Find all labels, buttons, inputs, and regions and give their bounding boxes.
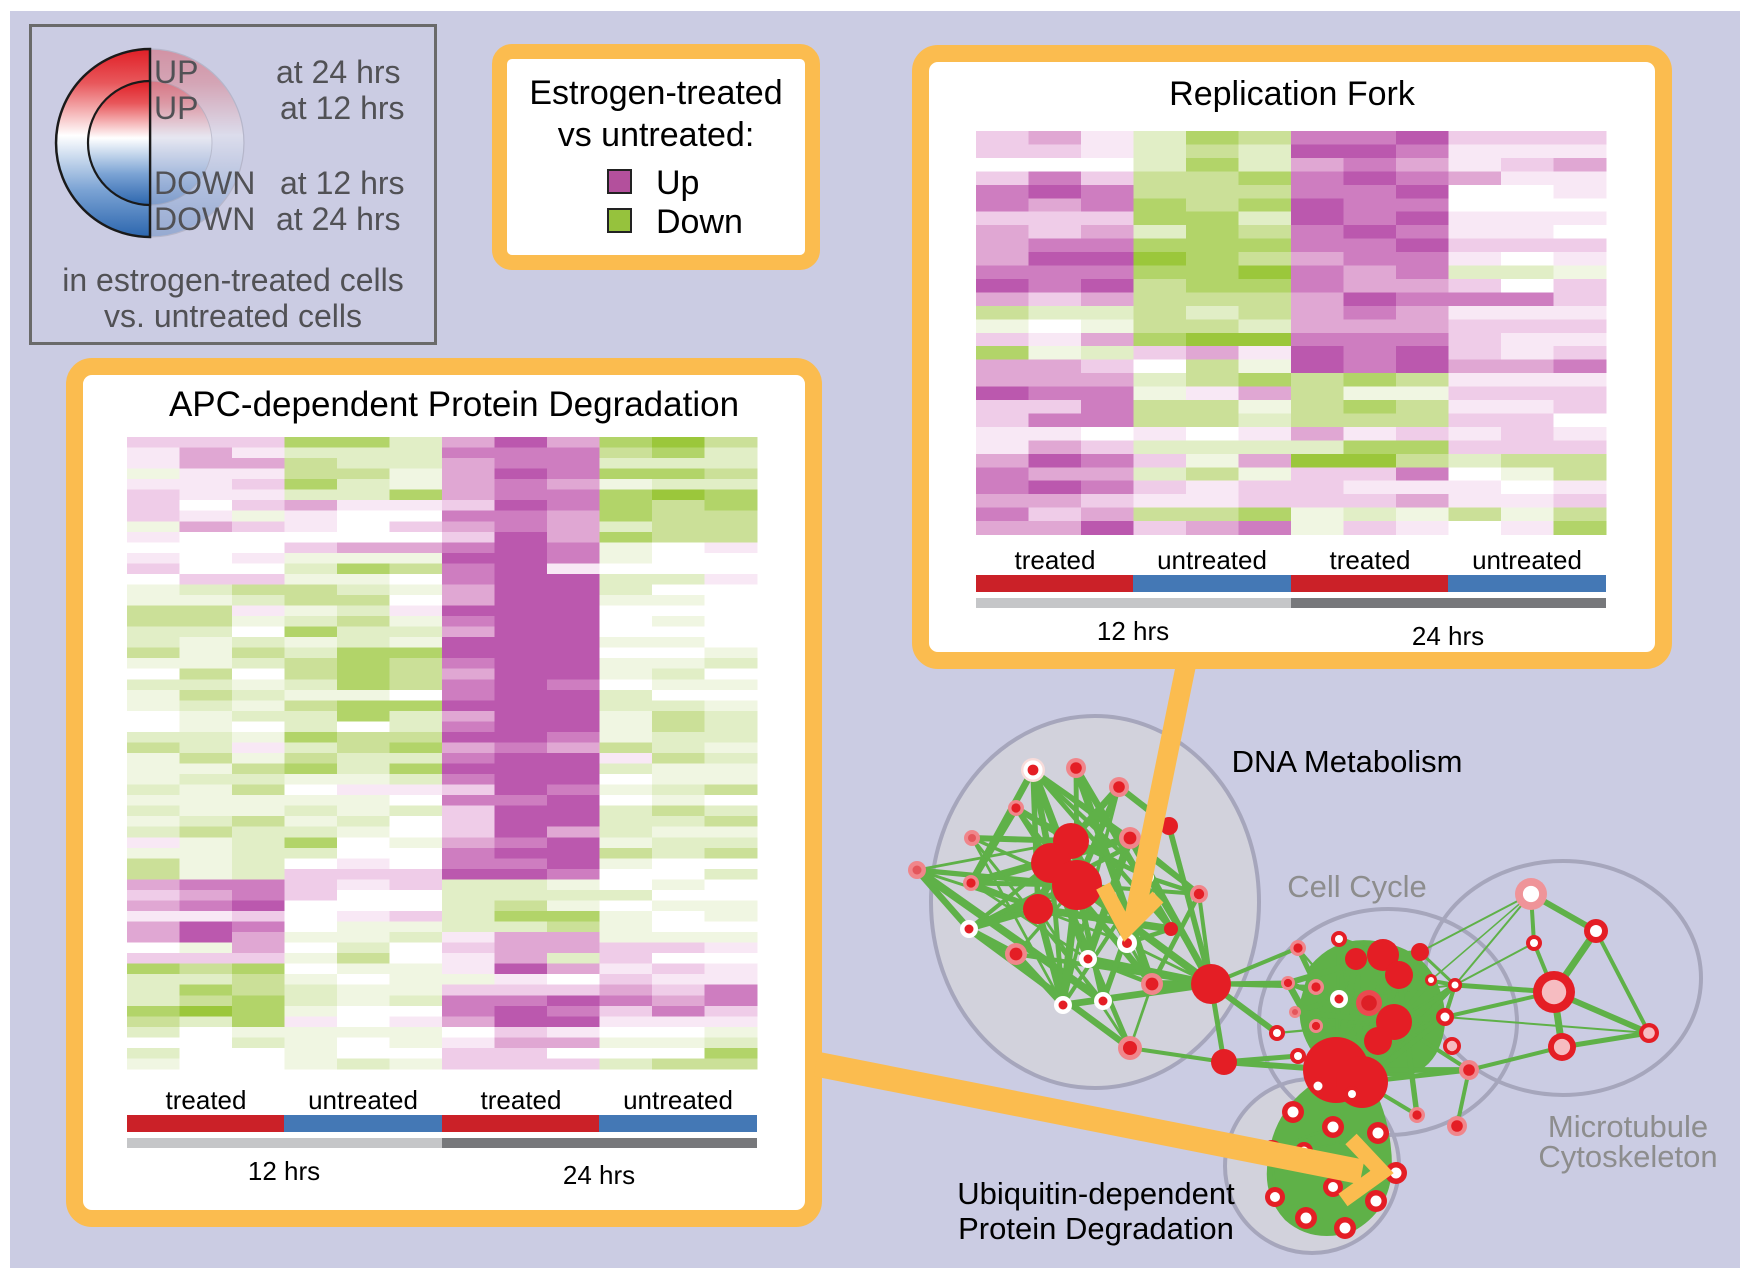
svg-text:DNA Metabolism: DNA Metabolism bbox=[1232, 744, 1463, 779]
svg-text:Protein Degradation: Protein Degradation bbox=[958, 1211, 1234, 1246]
svg-text:Ubiquitin-dependent: Ubiquitin-dependent bbox=[957, 1176, 1235, 1211]
svg-text:Cytoskeleton: Cytoskeleton bbox=[1538, 1139, 1717, 1174]
svg-text:Cell Cycle: Cell Cycle bbox=[1287, 869, 1427, 904]
svg-text:Microtubule: Microtubule bbox=[1548, 1109, 1708, 1144]
